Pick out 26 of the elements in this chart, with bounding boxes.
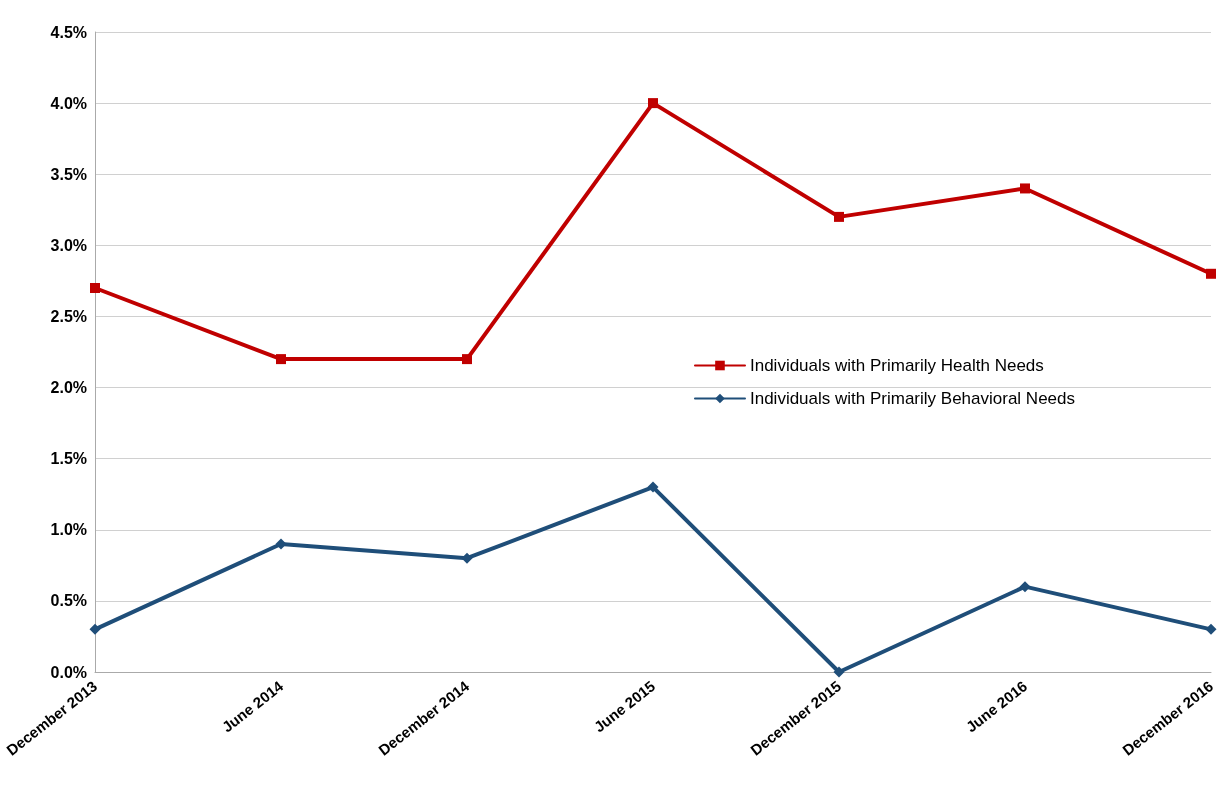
y-tick-label: 1.5% xyxy=(50,450,87,468)
point xyxy=(833,666,845,678)
legend-label: Individuals with Primarily Behavioral Needs xyxy=(749,389,1076,408)
y-tick-label: 0.0% xyxy=(50,663,87,681)
point xyxy=(461,552,473,564)
y-tick-label: 2.0% xyxy=(50,379,87,397)
point xyxy=(834,211,844,222)
y-tick-label: 4.0% xyxy=(50,94,87,112)
point xyxy=(275,538,287,550)
point xyxy=(89,623,101,635)
y-tick-label: 4.5% xyxy=(50,23,87,41)
point xyxy=(1020,183,1030,194)
point xyxy=(90,283,100,293)
y-tick-label: 3.5% xyxy=(50,165,87,183)
point xyxy=(462,354,472,365)
point xyxy=(1206,268,1216,279)
y-tick-label: 2.5% xyxy=(50,307,87,325)
y-tick-label: 3.0% xyxy=(50,236,87,254)
legend-label: Individuals with Primarily Health Needs xyxy=(749,356,1044,375)
point xyxy=(647,481,659,493)
y-tick-label: 1.0% xyxy=(50,521,87,539)
y-tick-label: 0.5% xyxy=(50,592,87,610)
point xyxy=(276,354,286,365)
point xyxy=(1205,623,1217,635)
point xyxy=(648,98,658,109)
point xyxy=(1019,581,1031,593)
